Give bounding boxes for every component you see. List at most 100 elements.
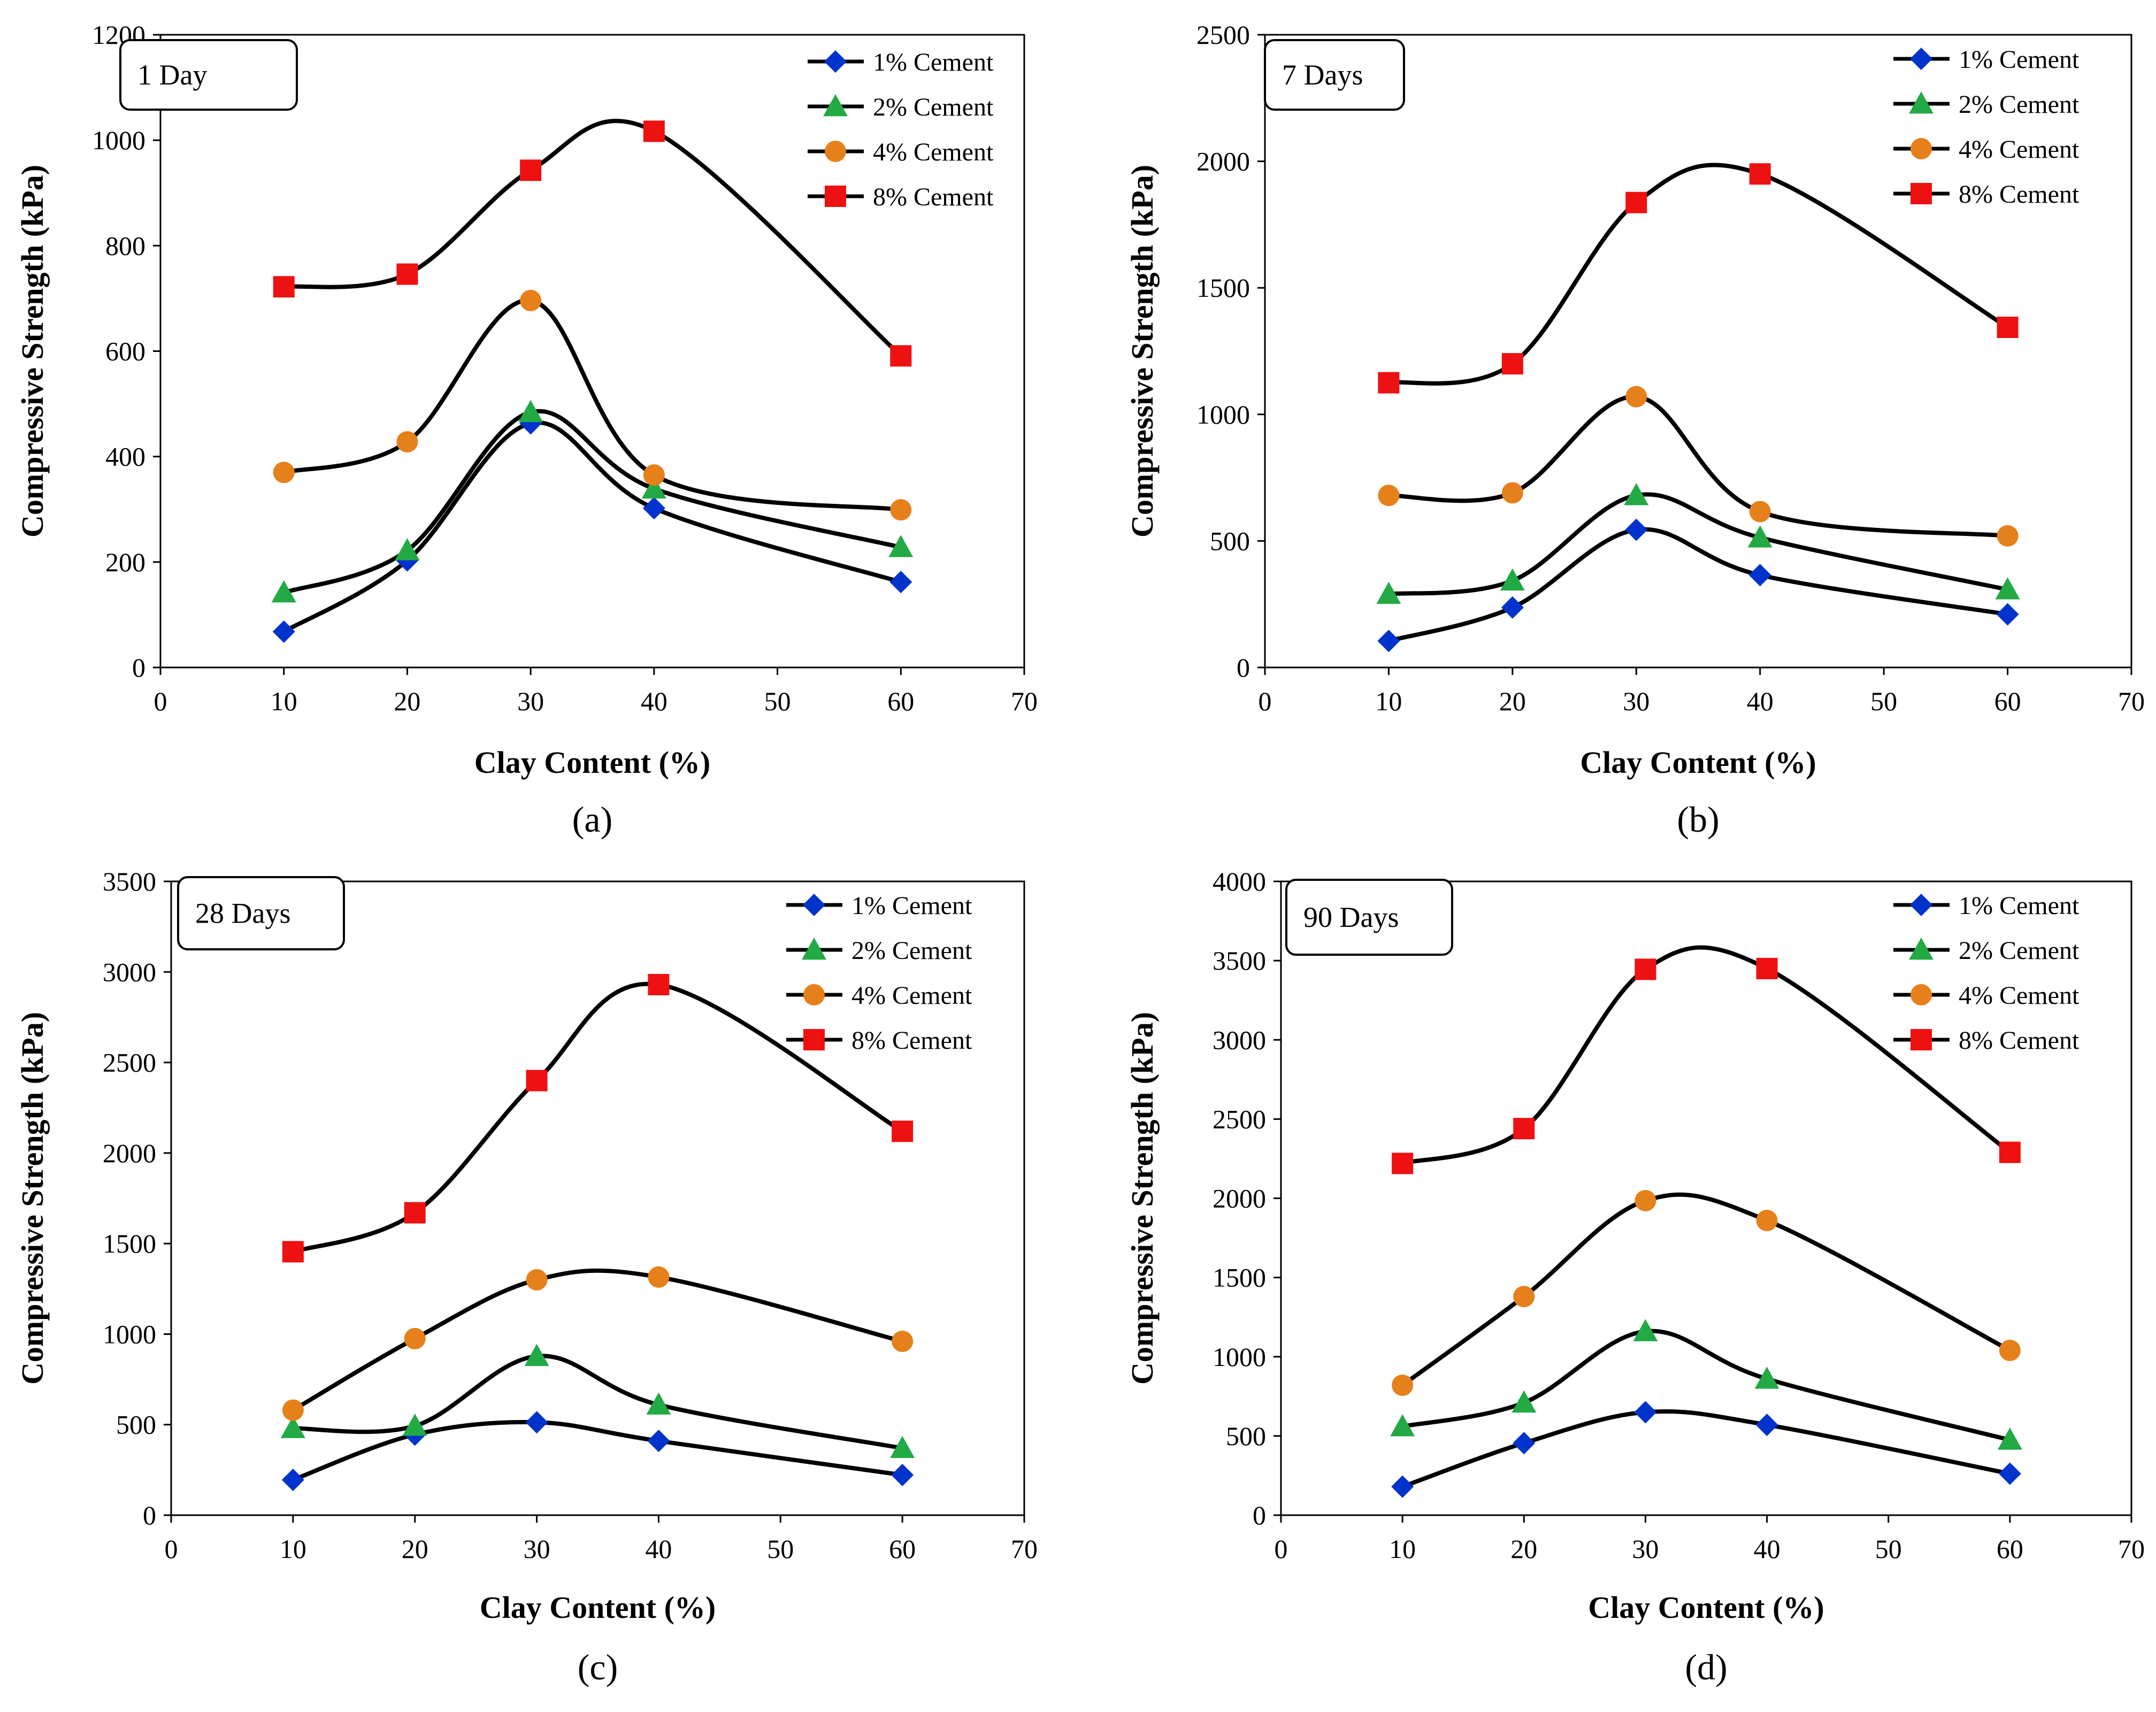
panel-label: (b): [1677, 799, 1719, 840]
x-tick-label: 0: [165, 1534, 178, 1564]
y-axis-title: Compressive Strength (kPa): [1125, 1012, 1160, 1385]
x-tick-label: 60: [1994, 686, 2021, 716]
data-point-4pct-cement: [643, 464, 665, 486]
data-point-2pct-cement: [888, 535, 914, 557]
data-point-2pct-cement: [890, 1435, 915, 1458]
y-tick-label: 800: [105, 231, 145, 260]
x-tick-label: 60: [1997, 1534, 2023, 1564]
legend-label: 8% Cement: [873, 183, 994, 211]
data-point-8pct-cement: [1997, 317, 2019, 339]
data-point-8pct-cement: [526, 1070, 548, 1092]
y-tick-label: 2500: [1196, 20, 1250, 50]
x-tick-label: 30: [524, 1534, 550, 1564]
data-point-1pct-cement: [647, 1430, 670, 1453]
day-label: 7 Days: [1282, 59, 1363, 91]
data-point-8pct-cement: [396, 263, 418, 285]
data-point-4pct-cement: [1501, 482, 1523, 504]
legend-label: 2% Cement: [1959, 90, 2080, 119]
legend-marker: [1910, 48, 1932, 70]
data-point-1pct-cement: [281, 1468, 304, 1491]
legend: 1% Cement 2% Cement 4% Cement 8% Cement: [1893, 45, 2080, 209]
data-point-1pct-cement: [1998, 1462, 2021, 1485]
data-point-4pct-cement: [648, 1266, 670, 1288]
data-point-2pct-cement: [1747, 525, 1773, 548]
x-tick-label: 20: [402, 1534, 428, 1564]
y-tick-label: 0: [1253, 1500, 1266, 1530]
y-tick-label: 1500: [103, 1229, 156, 1258]
x-axis-title: Clay Content (%): [474, 745, 710, 780]
x-axis-title: Clay Content (%): [480, 1590, 716, 1625]
y-tick-label: 0: [1237, 652, 1250, 682]
legend-label: 4% Cement: [873, 138, 994, 166]
legend-label: 1% Cement: [1959, 45, 2080, 74]
legend-label: 1% Cement: [873, 48, 994, 76]
x-tick-label: 50: [1870, 686, 1897, 716]
data-point-2pct-cement: [1995, 577, 2020, 600]
x-tick-label: 30: [1632, 1534, 1659, 1564]
x-tick-label: 30: [517, 686, 544, 716]
x-tick-label: 10: [280, 1534, 306, 1564]
data-point-8pct-cement: [1999, 1141, 2021, 1163]
series-line-1pct-cement: [1388, 527, 2008, 643]
y-tick-label: 500: [116, 1410, 156, 1440]
day-label-box: [177, 876, 345, 950]
legend-label: 8% Cement: [851, 1026, 972, 1055]
data-point-4pct-cement: [1378, 485, 1400, 506]
data-point-8pct-cement: [520, 159, 542, 181]
y-tick-label: 2500: [1213, 1104, 1266, 1134]
data-point-1pct-cement: [1996, 603, 2019, 626]
y-tick-label: 500: [1226, 1421, 1266, 1451]
legend-marker: [1911, 138, 1932, 159]
series-line-1pct-cement: [1401, 1409, 2011, 1489]
legend-label: 8% Cement: [1959, 1026, 2080, 1055]
data-point-1pct-cement: [1391, 1475, 1414, 1498]
data-point-2pct-cement: [646, 1392, 671, 1415]
data-point-1pct-cement: [891, 1463, 914, 1486]
x-tick-label: 70: [2118, 686, 2145, 716]
data-point-4pct-cement: [1999, 1339, 2021, 1361]
x-tick-label: 50: [767, 1534, 794, 1564]
data-point-4pct-cement: [1513, 1286, 1535, 1308]
x-tick-label: 20: [1499, 686, 1526, 716]
data-point-1pct-cement: [889, 571, 912, 594]
data-point-1pct-cement: [525, 1411, 548, 1434]
data-point-1pct-cement: [1377, 629, 1400, 652]
y-tick-label: 3500: [103, 866, 156, 896]
x-tick-label: 40: [641, 686, 667, 716]
y-tick-label: 600: [105, 336, 145, 366]
data-point-1pct-cement: [1634, 1401, 1657, 1424]
data-point-4pct-cement: [1997, 525, 2019, 547]
y-tick-label: 1000: [1213, 1342, 1266, 1372]
y-axis-title: Compressive Strength (kPa): [1125, 165, 1160, 538]
data-point-1pct-cement: [1513, 1432, 1536, 1455]
legend-label: 4% Cement: [1959, 135, 2080, 164]
data-point-2pct-cement: [1390, 1414, 1415, 1437]
legend-marker: [824, 50, 847, 73]
y-tick-label: 0: [132, 652, 145, 682]
series-line-1pct-cement: [292, 1419, 903, 1482]
data-point-8pct-cement: [1756, 957, 1778, 979]
legend-marker: [803, 984, 825, 1005]
y-tick-label: 1000: [103, 1319, 156, 1349]
legend-label: 2% Cement: [1959, 936, 2080, 965]
legend-marker: [1911, 183, 1932, 204]
data-point-8pct-cement: [1625, 191, 1647, 213]
legend-marker: [1911, 984, 1932, 1005]
y-tick-label: 1500: [1213, 1263, 1266, 1293]
legend-label: 4% Cement: [1959, 981, 2080, 1010]
legend-label: 4% Cement: [851, 981, 972, 1010]
legend-marker: [1910, 894, 1932, 916]
data-point-8pct-cement: [1749, 163, 1771, 185]
x-tick-label: 60: [889, 1534, 916, 1564]
legend-marker: [1909, 91, 1934, 114]
legend: 1% Cement 2% Cement 4% Cement 8% Cement: [808, 48, 994, 211]
day-label: 28 Days: [195, 897, 290, 930]
series-line-2pct-cement: [283, 409, 902, 595]
x-tick-label: 20: [394, 686, 420, 716]
data-point-4pct-cement: [1625, 386, 1647, 408]
legend-label: 8% Cement: [1959, 180, 2080, 209]
x-tick-label: 60: [887, 686, 914, 716]
data-point-4pct-cement: [1635, 1189, 1656, 1211]
day-label-box: [1285, 879, 1453, 956]
